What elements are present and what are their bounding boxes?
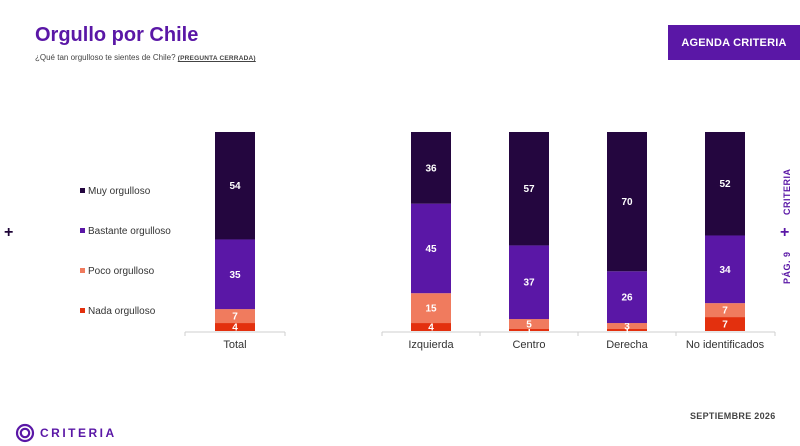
data-label: 15 <box>425 304 437 315</box>
data-label: 7 <box>722 306 728 317</box>
bar-segment <box>607 132 647 272</box>
category-label: No identificados <box>686 339 765 351</box>
logo-text: CRITERIA <box>40 426 117 440</box>
bar-segment <box>705 235 745 304</box>
bar-segment <box>215 239 255 310</box>
legend-label: Poco orgulloso <box>88 266 155 277</box>
subtitle-question: ¿Qué tan orgulloso te sientes de Chile? <box>35 53 176 62</box>
data-label: 57 <box>523 184 535 195</box>
report-date: SEPTIEMBRE 2026 <box>690 411 776 421</box>
data-label: 7 <box>232 312 238 323</box>
data-label: 5 <box>526 320 532 331</box>
data-label: 7 <box>722 320 728 331</box>
bar-segment <box>509 329 549 331</box>
bar-segment <box>705 132 745 236</box>
bar-segment <box>411 203 451 294</box>
data-label: 45 <box>425 244 437 255</box>
agenda-badge: AGENDA CRITERIA <box>668 25 800 60</box>
bar-segment <box>509 132 549 246</box>
page-subtitle: ¿Qué tan orgulloso te sientes de Chile? … <box>35 53 256 62</box>
bar-segment <box>411 132 451 204</box>
bar-segment <box>215 132 255 240</box>
bar-segment <box>607 271 647 324</box>
legend-swatch <box>80 188 85 193</box>
legend-swatch <box>80 268 85 273</box>
bar-segment <box>215 323 255 331</box>
plus-icon-right: + <box>780 224 790 241</box>
bar-segment <box>411 323 451 331</box>
bar-segment <box>607 323 647 330</box>
legend-label: Muy orgulloso <box>88 186 151 197</box>
criteria-logo: CRITERIA <box>14 423 117 443</box>
bar-segment <box>215 309 255 324</box>
legend-label: Nada orgulloso <box>88 306 156 317</box>
category-label: Izquierda <box>408 339 454 351</box>
subtitle-tag: (PREGUNTA CERRADA) <box>177 55 256 62</box>
legend-swatch <box>80 228 85 233</box>
data-label: 36 <box>425 163 437 174</box>
bar-segment <box>607 329 647 331</box>
bar-segment <box>705 317 745 331</box>
data-label: 3 <box>624 322 630 333</box>
data-label: 35 <box>229 270 241 281</box>
criteria-logo-icon <box>15 423 35 443</box>
data-label: 1 <box>624 326 630 337</box>
data-label: 26 <box>621 293 633 304</box>
data-label: 52 <box>719 179 731 190</box>
bar-segment <box>705 303 745 318</box>
plus-icon-left: + <box>4 224 14 241</box>
data-label: 4 <box>428 323 434 334</box>
category-label: Total <box>223 339 246 351</box>
data-label: 54 <box>229 181 241 192</box>
data-label: 34 <box>719 265 731 276</box>
category-label: Centro <box>512 339 545 351</box>
data-label: 37 <box>523 278 535 289</box>
legend-label: Bastante orgulloso <box>88 226 171 237</box>
data-label: 1 <box>526 326 532 337</box>
legend-swatch <box>80 308 85 313</box>
bar-segment <box>509 319 549 330</box>
data-label: 70 <box>621 197 633 208</box>
page-title: Orgullo por Chile <box>35 24 199 46</box>
bar-segment <box>411 293 451 324</box>
bar-segment <box>509 245 549 320</box>
data-label: 4 <box>232 323 238 334</box>
category-label: Derecha <box>606 339 648 351</box>
